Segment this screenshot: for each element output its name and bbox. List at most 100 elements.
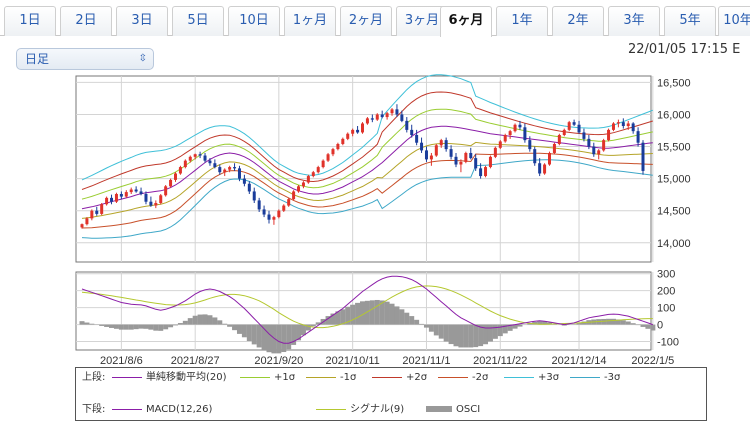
candle-body [311, 172, 315, 177]
tab-2[interactable]: 3日 [116, 6, 168, 36]
candle-body [631, 123, 635, 132]
candle-body [503, 135, 507, 142]
candle-body [375, 114, 379, 120]
osci-bar [202, 314, 208, 325]
legend-osci: OSCI [426, 404, 480, 416]
osci-bar [369, 300, 375, 325]
price-panel [75, 75, 652, 263]
tab-1[interactable]: 2日 [60, 6, 112, 36]
osci-bar [483, 324, 489, 345]
candle-body [459, 161, 463, 165]
price-tick-label: 14,000 [657, 238, 691, 250]
osci-bar [497, 324, 503, 337]
macd-tick-label: -100 [657, 337, 679, 349]
candle-body [129, 189, 133, 193]
period-select[interactable]: 日足 ⇳ [16, 48, 154, 70]
osci-bar [227, 324, 233, 327]
candle-body [636, 131, 640, 143]
osci-bar [620, 320, 626, 325]
x-tick-label: 2021/11/1 [402, 355, 450, 367]
osci-bar [473, 324, 479, 348]
legend-lower-label: 下段: [82, 404, 106, 415]
osci-bar [89, 323, 95, 325]
candle-body [85, 218, 89, 225]
candle-body [326, 154, 330, 161]
osci-bar [364, 300, 370, 325]
x-tick-label: 2022/1/5 [631, 355, 674, 367]
price-tick-label: 16,000 [657, 109, 691, 121]
osci-bar [635, 324, 641, 326]
macd-line [81, 275, 653, 344]
tab-9[interactable]: 1年 [496, 6, 548, 36]
x-tick-label: 2021/9/20 [254, 355, 303, 367]
osci-bar [458, 324, 464, 348]
tab-10[interactable]: 2年 [552, 6, 604, 36]
tab-13[interactable]: 10年 [718, 6, 750, 36]
x-tick-label: 2021/8/27 [171, 355, 220, 367]
candle-body [415, 135, 419, 143]
period-select-value: 日足 [25, 52, 50, 66]
osci-bar [610, 318, 616, 325]
osci-bar [325, 316, 331, 325]
candle-body [626, 123, 630, 127]
legend-m2-label: -2σ [472, 372, 489, 383]
chevron-updown-icon: ⇳ [138, 53, 147, 64]
macd-tick-label: 300 [657, 269, 675, 281]
osci-bar [173, 324, 178, 326]
legend-p2-swatch [372, 376, 402, 378]
chart-legend: 上段: 単純移動平均(20) +1σ -1σ +2σ -2σ +3σ -3σ 下… [75, 367, 707, 421]
tab-0[interactable]: 1日 [4, 6, 56, 36]
candle-body [336, 143, 340, 150]
osci-bar [640, 324, 646, 327]
osci-bar [468, 324, 474, 348]
tab-7[interactable]: 3ヶ月 [396, 6, 448, 36]
osci-bar [507, 324, 513, 331]
osci-bar [645, 324, 651, 329]
legend-macd-label: MACD(12,26) [146, 404, 213, 415]
candle-body [114, 194, 118, 202]
legend-upper-label: 上段: [82, 372, 106, 383]
tab-3[interactable]: 5日 [172, 6, 224, 36]
candle-body [508, 131, 512, 136]
band-minus3 [81, 159, 653, 239]
candle-body [149, 201, 153, 206]
candle-body [292, 191, 296, 200]
osci-bar [256, 324, 262, 348]
candle-body [523, 127, 527, 141]
candle-body [469, 152, 473, 159]
candle-body [395, 109, 399, 115]
candle-body [282, 205, 286, 211]
osci-bar [419, 323, 425, 325]
osci-bar [379, 300, 385, 325]
candle-body [267, 214, 271, 220]
candle-body [621, 122, 625, 127]
osci-bar [423, 324, 429, 328]
tab-8[interactable]: 6ヶ月 [440, 6, 492, 37]
candle-body [208, 160, 212, 164]
tab-6[interactable]: 2ヶ月 [340, 6, 392, 36]
osci-bar [163, 324, 169, 330]
legend-p3-swatch [504, 376, 534, 378]
osci-bar [168, 324, 174, 328]
legend-signal: シグナル(9) [316, 404, 404, 416]
candle-body [557, 135, 561, 144]
osci-bar [79, 321, 85, 325]
band-minus2 [81, 152, 653, 229]
osci-bar [281, 324, 287, 353]
osci-bar [236, 324, 242, 334]
tab-5[interactable]: 1ヶ月 [284, 6, 336, 36]
tab-11[interactable]: 3年 [608, 6, 660, 36]
osci-bar [492, 324, 498, 339]
osci-bar [576, 322, 582, 325]
candle-body [493, 147, 497, 157]
band-plus1 [81, 108, 653, 200]
candle-body [454, 156, 458, 165]
x-tick-label: 2021/12/14 [551, 355, 606, 367]
tab-4[interactable]: 10日 [228, 6, 280, 36]
tab-12[interactable]: 5年 [664, 6, 716, 36]
osci-bar [350, 304, 356, 325]
candle-body [80, 224, 84, 228]
osci-bar [246, 324, 252, 342]
candle-body [533, 149, 537, 164]
osci-bar [448, 324, 454, 345]
